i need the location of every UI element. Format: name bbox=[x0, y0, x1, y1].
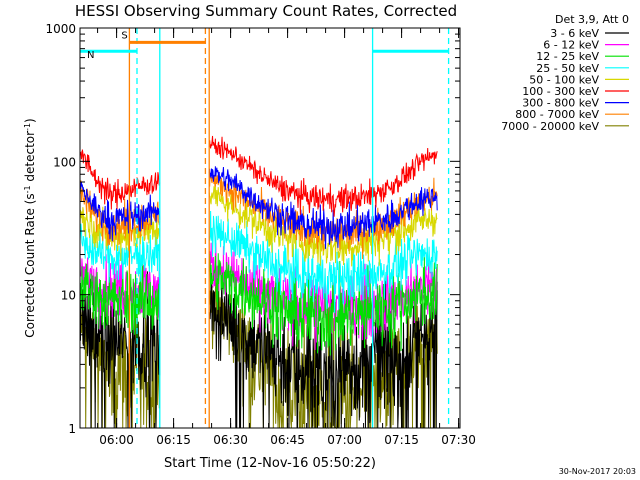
x-tick-label-1: 06:15 bbox=[156, 433, 191, 447]
series-trace-5-segment-0 bbox=[79, 149, 161, 210]
series-trace-5-segment-1 bbox=[208, 135, 438, 217]
flag-bar-label-0: S bbox=[121, 30, 127, 41]
x-axis-label: Start Time (12-Nov-16 05:50:22) bbox=[164, 456, 376, 471]
legend-label-5: 100 - 300 keV bbox=[522, 85, 599, 98]
series-trace-3-segment-1 bbox=[208, 211, 438, 313]
y-axis-label-prefix: Corrected Count Rate (s bbox=[23, 193, 37, 337]
x-tick-label-2: 06:30 bbox=[213, 433, 248, 447]
legend-label-8: 7000 - 20000 keV bbox=[501, 120, 599, 133]
legend-label-0: 3 - 6 keV bbox=[550, 27, 599, 40]
plot-frame bbox=[79, 27, 461, 429]
legend-header: Det 3,9, Att 0 bbox=[555, 13, 629, 26]
series-trace-4-segment-1 bbox=[208, 185, 438, 267]
x-tick-label-4: 07:00 bbox=[327, 433, 362, 447]
series-trace-2-segment-0 bbox=[79, 254, 161, 338]
y-axis-label-mid: detector bbox=[23, 131, 37, 186]
y-axis-label-sup-2: -1 bbox=[23, 123, 32, 131]
series-trace-2-segment-1 bbox=[208, 253, 438, 356]
legend-label-2: 12 - 25 keV bbox=[536, 50, 599, 63]
y-tick-label-0: 1 bbox=[68, 422, 76, 436]
axis-ticks: 06:00 06:15 06:30 06:45 07:00 07:15 07:30 1 10 10… bbox=[45, 22, 475, 447]
y-axis-label: Corrected Count Rate (s-1 detector-1) bbox=[23, 118, 37, 337]
x-tick-label-3: 06:45 bbox=[270, 433, 305, 447]
legend-label-6: 300 - 800 keV bbox=[522, 97, 599, 110]
series-trace-6-segment-1 bbox=[208, 166, 438, 249]
series-trace-3-segment-0 bbox=[79, 223, 161, 283]
legend-label-4: 50 - 100 keV bbox=[529, 73, 599, 86]
x-tick-label-0: 06:00 bbox=[99, 433, 134, 447]
legend-label-7: 800 - 7000 keV bbox=[515, 108, 599, 121]
x-tick-label-6: 07:30 bbox=[441, 433, 476, 447]
data-layer bbox=[79, 135, 438, 430]
legend-label-3: 25 - 50 keV bbox=[536, 62, 599, 75]
flag-bar-label-1: N bbox=[87, 50, 94, 61]
plot-area: SN 06:00 06:15 06:30 06:45 07:00 07:15 07:3011… bbox=[45, 22, 475, 447]
chart-title: HESSI Observing Summary Count Rates, Cor… bbox=[75, 2, 457, 20]
y-axis-label-sup-1: -1 bbox=[23, 185, 32, 193]
y-tick-label-3: 1000 bbox=[45, 22, 76, 36]
y-tick-label-2: 100 bbox=[53, 155, 76, 169]
y-axis-label-suffix: ) bbox=[23, 118, 37, 123]
series-trace-7-segment-0 bbox=[79, 180, 161, 246]
series-trace-6-segment-0 bbox=[79, 180, 161, 242]
y-tick-label-1: 10 bbox=[61, 289, 76, 303]
footer-date: 30-Nov-2017 20:03 bbox=[559, 467, 636, 476]
legend-label-1: 6 - 12 keV bbox=[543, 39, 599, 52]
x-tick-label-5: 07:15 bbox=[384, 433, 419, 447]
markers-layer: SN bbox=[80, 28, 450, 428]
